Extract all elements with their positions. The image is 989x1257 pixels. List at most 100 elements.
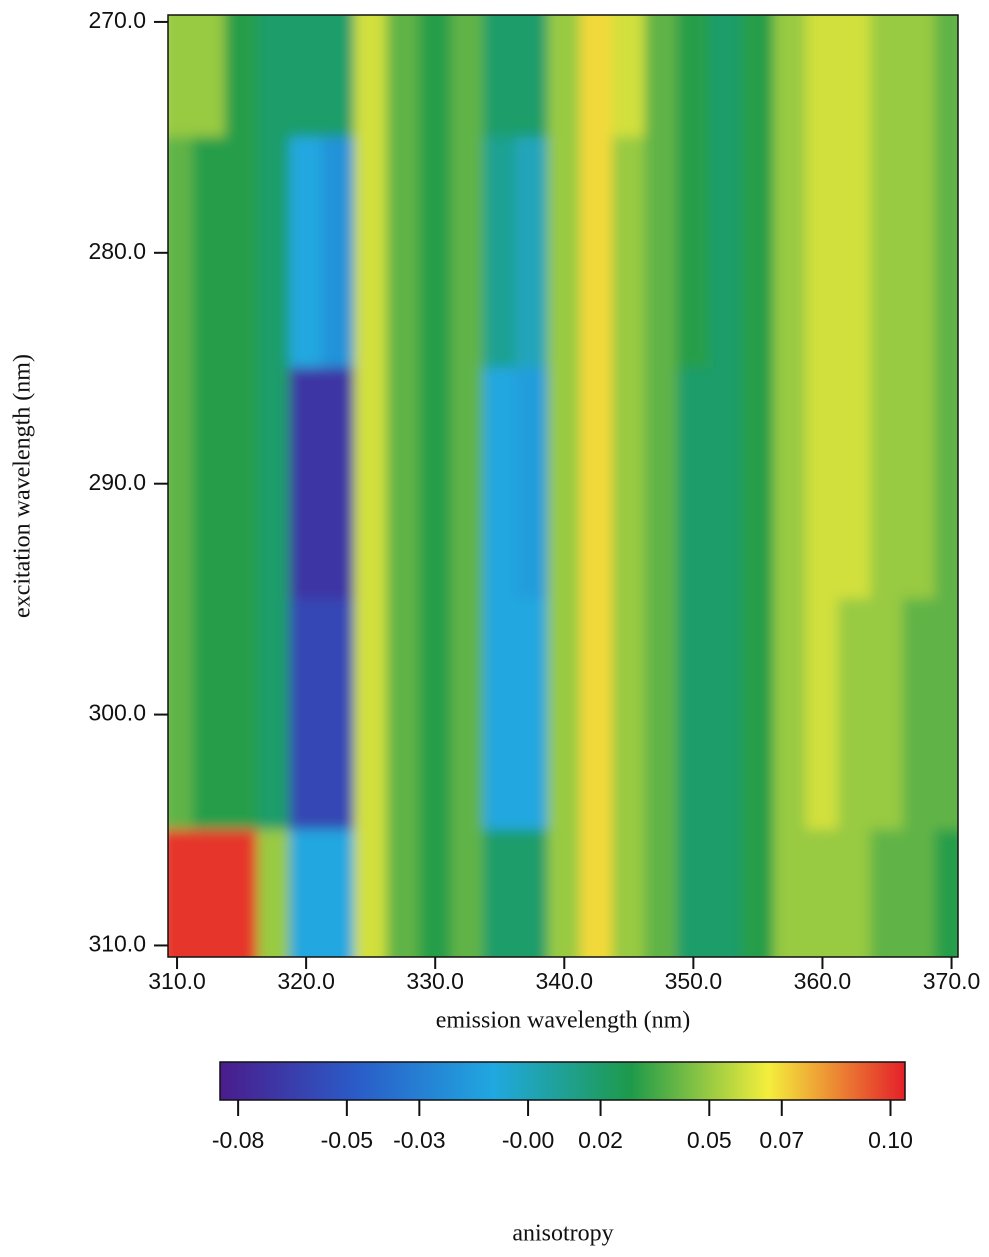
heatmap-cell <box>805 367 840 600</box>
heatmap-cell <box>354 136 388 369</box>
heatmap-cell <box>579 829 614 957</box>
heatmap-cell <box>192 367 226 600</box>
heatmap-cell <box>386 829 420 957</box>
heatmap-cell <box>418 598 452 831</box>
heatmap-cell <box>224 136 259 369</box>
heatmap-cell <box>224 829 259 957</box>
colorbar-tick-label: 0.05 <box>687 1127 732 1153</box>
heatmap-cell <box>902 598 936 831</box>
heatmap-cell <box>547 829 581 957</box>
heatmap-cell <box>386 136 420 369</box>
y-tick-label: 280.0 <box>88 238 146 264</box>
heatmap-cell <box>773 829 807 957</box>
heatmap-cell <box>168 15 194 138</box>
heatmap-cell <box>547 136 581 369</box>
colorbar-tick-label: -0.03 <box>393 1127 445 1153</box>
heatmap-cell <box>321 136 356 369</box>
heatmap-cell <box>450 367 485 600</box>
y-tick-label: 290.0 <box>88 469 146 495</box>
heatmap-cell <box>902 15 936 138</box>
heatmap-cell <box>676 829 711 957</box>
heatmap-cell <box>805 136 840 369</box>
heatmap-cell <box>773 15 807 138</box>
heatmap-cell <box>644 598 678 831</box>
heatmap-cell <box>257 367 291 600</box>
heatmap-cell <box>450 136 485 369</box>
heatmap-cell <box>805 15 840 138</box>
heatmap-cell <box>838 15 872 138</box>
heatmap-cell <box>870 598 904 831</box>
heatmap-cell <box>224 367 259 600</box>
colorbar-tick-label: -0.08 <box>212 1127 264 1153</box>
heatmap-cell <box>354 829 388 957</box>
heatmap-cell <box>644 15 678 138</box>
heatmap-cell <box>741 15 775 138</box>
heatmap-cell <box>709 829 743 957</box>
heatmap-cell <box>547 15 581 138</box>
heatmap-cell <box>354 367 388 600</box>
heatmap-cell <box>934 136 958 369</box>
heatmap-cell <box>386 367 420 600</box>
heatmap-cell <box>579 136 614 369</box>
heatmap-cell <box>838 367 872 600</box>
heatmap-cell <box>257 15 291 138</box>
heatmap-cell <box>547 367 581 600</box>
heatmap-cell <box>741 829 775 957</box>
heatmap-cell <box>257 136 291 369</box>
heatmap-cell <box>515 829 549 957</box>
heatmap-cell <box>676 136 711 369</box>
heatmap-cell <box>773 598 807 831</box>
heatmap-cell <box>289 829 323 957</box>
heatmap-cell <box>902 829 936 957</box>
heatmap-cell <box>192 598 226 831</box>
heatmap-cell <box>192 136 226 369</box>
heatmap-cell <box>168 367 194 600</box>
heatmap-cell <box>386 15 420 138</box>
heatmap-cell <box>870 15 904 138</box>
heatmap-cell <box>450 598 485 831</box>
heatmap-cell <box>450 829 485 957</box>
heatmap-cell <box>515 367 549 600</box>
colorbar <box>219 1061 906 1101</box>
heatmap-cell <box>515 136 549 369</box>
heatmap-cell <box>676 15 711 138</box>
heatmap-cell <box>224 598 259 831</box>
heatmap-cell <box>257 598 291 831</box>
colorbar-tick-label: 0.10 <box>868 1127 913 1153</box>
heatmap-cell <box>934 367 958 600</box>
heatmap-cell <box>483 829 517 957</box>
heatmap-cell <box>870 829 904 957</box>
heatmap-cell <box>934 829 958 957</box>
x-axis-label: emission wavelength (nm) <box>436 1008 691 1034</box>
y-tick-label: 300.0 <box>88 700 146 726</box>
heatmap-cell <box>612 598 646 831</box>
heatmap-cell <box>709 15 743 138</box>
heatmap-cell <box>321 15 356 138</box>
heatmap-cell <box>257 829 291 957</box>
heatmap-cell <box>644 367 678 600</box>
heatmap-cell <box>483 598 517 831</box>
heatmap-cell <box>741 598 775 831</box>
heatmap-cell <box>418 15 452 138</box>
heatmap-cell <box>515 15 549 138</box>
heatmap-cell <box>168 136 194 369</box>
heatmap-cell <box>934 598 958 831</box>
heatmap-cell <box>902 136 936 369</box>
y-axis-label: excitation wavelength (nm) <box>10 354 36 618</box>
heatmap-cell <box>321 829 356 957</box>
heatmap-cell <box>934 15 958 138</box>
heatmap-cell <box>644 829 678 957</box>
heatmap-cell <box>450 15 485 138</box>
heatmap-cell <box>354 15 388 138</box>
heatmap-cell <box>612 15 646 138</box>
heatmap-cell <box>579 367 614 600</box>
heatmap-cell <box>838 136 872 369</box>
heatmap-cell <box>870 367 904 600</box>
heatmap-cell <box>902 367 936 600</box>
x-tick-label: 320.0 <box>277 968 335 994</box>
heatmap-cell <box>676 598 711 831</box>
x-tick-label: 350.0 <box>665 968 723 994</box>
heatmap-cell <box>354 598 388 831</box>
heatmap-cell <box>289 136 323 369</box>
